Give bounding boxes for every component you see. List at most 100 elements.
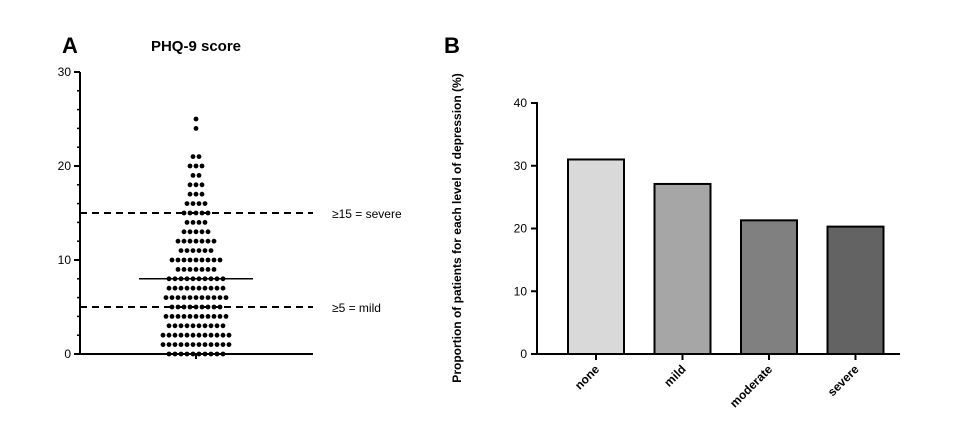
data-point [172,332,178,338]
data-point [217,314,223,319]
data-point [166,332,172,338]
data-point [211,314,217,319]
data-point [205,314,211,319]
data-point [172,285,178,291]
data-point [181,229,187,235]
data-point [187,163,193,169]
data-point [172,342,178,347]
data-point [199,163,205,169]
x-tick-label-mild: mild [661,362,688,389]
data-point [184,248,190,254]
panel-a: A PHQ-9 score 0 10 20 30 ≥15 = severe ≥5 = … [58,33,402,361]
data-point [220,285,226,291]
data-point [220,332,226,338]
data-point [193,229,199,235]
data-point [187,210,193,216]
data-point [199,267,205,272]
data-point [205,304,211,310]
y-tick-label: 40 [514,96,528,110]
data-point [190,248,196,254]
data-point [190,220,196,225]
data-point [175,314,181,319]
data-point [199,191,205,197]
data-point [178,332,184,338]
bar-moderate [740,219,798,355]
data-point [187,304,193,310]
data-point [166,351,172,357]
data-point [181,295,187,300]
data-point [196,342,202,347]
panel-a-points [139,116,253,357]
y-tick-label: 30 [58,65,72,79]
data-point [196,332,202,338]
data-point [184,285,190,291]
data-point [214,332,220,338]
panel-b: B Proportion of patients for each level … [444,33,900,410]
data-point [181,257,187,263]
data-point [184,323,190,329]
data-point [178,342,184,347]
data-point [190,323,196,329]
data-point [202,248,208,254]
data-point [217,304,223,310]
data-point [181,267,187,272]
data-point [175,267,181,272]
x-tick-label-none: none [572,362,602,392]
data-point [187,295,193,300]
data-point [193,267,199,272]
data-point [205,257,211,263]
data-point [184,332,190,338]
x-tick-label-moderate: moderate [727,362,775,410]
data-point [169,314,175,319]
data-point [193,304,199,310]
data-point [223,295,229,300]
data-point [175,238,181,244]
data-point [202,323,208,329]
data-point [160,332,166,338]
data-point [211,295,217,300]
data-point [187,238,193,244]
data-point [205,210,211,216]
data-point [184,220,190,225]
data-point [187,267,193,272]
y-tick-label: 0 [520,347,527,361]
data-point [184,342,190,347]
data-point [199,238,205,244]
data-point [214,323,220,329]
data-point [175,295,181,300]
data-point [190,285,196,291]
data-point [196,248,202,254]
data-point [202,332,208,338]
data-point [214,342,220,347]
data-point [202,285,208,291]
data-point [205,238,211,244]
bar-none [567,158,625,355]
data-point [172,323,178,329]
panel-b-letter: B [444,33,460,58]
y-tick-label: 20 [514,222,528,236]
data-point [199,229,205,235]
data-point [199,210,205,216]
data-point [211,267,217,272]
data-point [217,295,223,300]
data-point [208,351,214,357]
data-point [208,248,214,254]
data-point [169,304,175,310]
y-tick-label: 10 [58,253,72,267]
data-point [205,267,211,272]
data-point [208,323,214,329]
data-point [181,304,187,310]
data-point [187,191,193,197]
y-tick-label: 0 [64,347,71,361]
data-point [196,201,202,207]
data-point [166,342,172,347]
data-point [211,238,217,244]
data-point [208,342,214,347]
data-point [196,220,202,225]
data-point [193,182,199,188]
data-point [193,163,199,169]
data-point [187,257,193,263]
data-point [172,351,178,357]
data-point [187,182,193,188]
